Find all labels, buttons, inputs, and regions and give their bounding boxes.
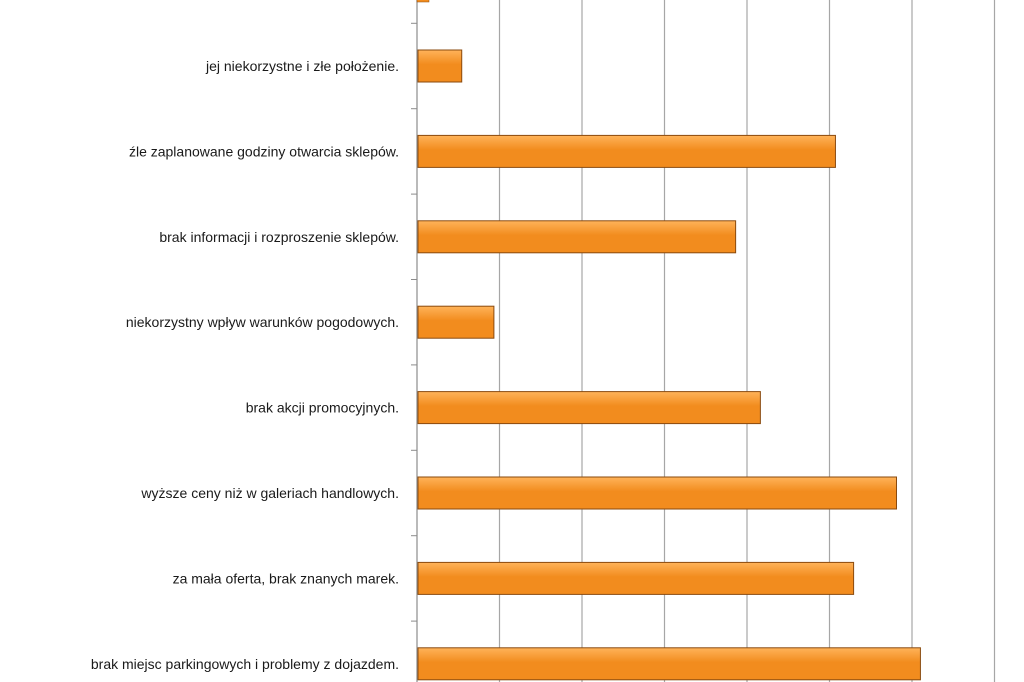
category-label: brak akcji promocyjnych.: [246, 400, 399, 416]
category-label: brak informacji i rozproszenie sklepów.: [159, 229, 399, 245]
bar: [417, 391, 761, 425]
category-label: za mała oferta, brak znanych marek.: [173, 570, 399, 586]
bar: [417, 647, 921, 681]
bar-partial: [416, 0, 430, 3]
bars: [416, 0, 921, 681]
category-label: brak miejsc parkingowych i problemy z do…: [91, 656, 399, 672]
bar: [417, 561, 855, 595]
bar: [417, 305, 495, 339]
bar: [417, 49, 463, 83]
gridlines: [498, 0, 996, 682]
category-label: źle zaplanowane godziny otwarcia sklepów…: [129, 143, 399, 159]
category-axis: [411, 0, 418, 682]
category-labels: jej niekorzystne i złe położenie. źle zap…: [91, 58, 399, 672]
category-label: niekorzystny wpływ warunków pogodowych.: [126, 314, 399, 330]
bar: [417, 220, 737, 254]
category-label: wyższe ceny niż w galeriach handlowych.: [140, 485, 399, 501]
bar: [417, 134, 836, 168]
category-label: jej niekorzystne i złe położenie.: [205, 58, 399, 74]
bar: [417, 476, 897, 510]
